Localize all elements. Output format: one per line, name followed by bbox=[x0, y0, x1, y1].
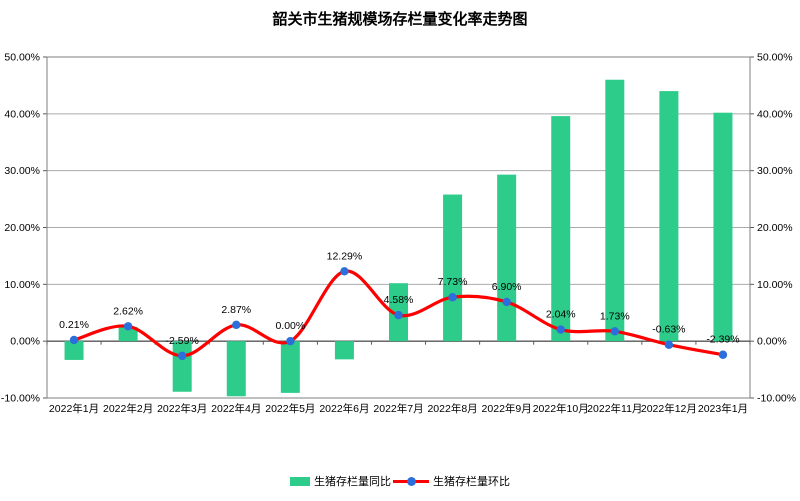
y-axis-label-left: 10.00% bbox=[4, 279, 40, 291]
x-axis-label: 2022年12月 bbox=[641, 402, 697, 415]
bar bbox=[551, 116, 571, 342]
x-axis-label: 2022年6月 bbox=[319, 402, 369, 415]
bar bbox=[713, 112, 733, 342]
y-axis-label-left: 20.00% bbox=[4, 222, 40, 234]
bar-swatch-icon bbox=[290, 476, 310, 486]
data-label: -2.39% bbox=[706, 334, 739, 346]
x-axis-label: 2022年3月 bbox=[157, 402, 207, 415]
x-axis-label: 2022年11月 bbox=[587, 402, 642, 415]
bar bbox=[118, 326, 138, 342]
legend-item-mom: 生猪存栏量环比 bbox=[393, 473, 510, 489]
y-axis-label-left: 50.00% bbox=[4, 52, 40, 64]
y-axis-label-left: 40.00% bbox=[4, 108, 40, 120]
line-marker bbox=[718, 350, 728, 359]
line-marker-swatch-icon bbox=[393, 476, 429, 486]
y-axis-label-right: -10.00% bbox=[757, 393, 796, 405]
data-label: -0.63% bbox=[652, 324, 685, 336]
x-axis-label: 2022年2月 bbox=[103, 402, 153, 415]
x-axis-label: 2022年7月 bbox=[373, 402, 423, 415]
y-axis-label-left: -10.00% bbox=[1, 393, 40, 405]
line-marker bbox=[610, 327, 620, 336]
line-marker bbox=[177, 351, 187, 361]
line-marker bbox=[340, 267, 349, 276]
bar bbox=[172, 341, 192, 392]
line-marker bbox=[232, 320, 241, 330]
data-label: 7.73% bbox=[438, 276, 468, 288]
data-label: 2.62% bbox=[113, 305, 143, 317]
x-axis-label: 2022年1月 bbox=[49, 402, 99, 415]
x-axis-label: 2022年8月 bbox=[427, 402, 477, 415]
data-label: 4.58% bbox=[384, 294, 414, 306]
bar bbox=[497, 174, 517, 342]
data-label: 2.04% bbox=[546, 309, 576, 321]
data-label: 0.21% bbox=[59, 319, 89, 331]
x-axis-label: 2022年9月 bbox=[482, 402, 532, 415]
y-axis-label-right: 0.00% bbox=[757, 336, 787, 348]
y-axis-label-left: 30.00% bbox=[4, 165, 40, 177]
bar bbox=[64, 341, 84, 360]
data-label: 12.29% bbox=[327, 250, 363, 262]
data-label: 6.90% bbox=[492, 281, 522, 293]
line-marker bbox=[69, 335, 79, 345]
plot-border bbox=[46, 56, 751, 399]
x-axis-label: 2022年10月 bbox=[533, 402, 589, 415]
line-marker bbox=[502, 297, 511, 307]
data-label: 2.87% bbox=[221, 304, 251, 316]
data-label: 0.00% bbox=[275, 320, 305, 332]
y-axis-label-right: 30.00% bbox=[757, 165, 793, 177]
bar bbox=[226, 341, 246, 397]
line-marker bbox=[286, 336, 295, 346]
legend: 生猪存栏量同比 生猪存栏量环比 bbox=[0, 473, 800, 489]
legend-item-yoy: 生猪存栏量同比 bbox=[290, 473, 391, 489]
y-axis-label-right: 10.00% bbox=[757, 279, 793, 291]
y-axis-label-right: 40.00% bbox=[757, 108, 793, 120]
y-axis-label-right: 20.00% bbox=[757, 222, 793, 234]
line-marker bbox=[448, 293, 457, 302]
bar bbox=[605, 79, 625, 342]
bar bbox=[280, 341, 300, 393]
x-axis-label: 2022年5月 bbox=[265, 402, 315, 415]
data-label: 1.73% bbox=[600, 310, 630, 322]
y-axis-label-right: 50.00% bbox=[757, 52, 793, 64]
bar bbox=[659, 91, 679, 342]
y-axis-label-left: 0.00% bbox=[10, 336, 40, 348]
line-marker bbox=[123, 322, 133, 331]
x-axis-label: 2023年1月 bbox=[698, 402, 748, 415]
line-marker bbox=[664, 340, 674, 349]
legend-mom-label: 生猪存栏量环比 bbox=[433, 476, 510, 488]
x-axis-label: 2022年4月 bbox=[211, 402, 261, 415]
bar bbox=[334, 341, 354, 360]
legend-yoy-label: 生猪存栏量同比 bbox=[314, 476, 391, 488]
bar bbox=[443, 194, 463, 342]
line-marker bbox=[394, 310, 403, 320]
chart-title: 韶关市生猪规模场存栏量变化率走势图 bbox=[272, 11, 528, 28]
data-label: -2.59% bbox=[166, 335, 199, 347]
line-marker bbox=[556, 325, 565, 334]
